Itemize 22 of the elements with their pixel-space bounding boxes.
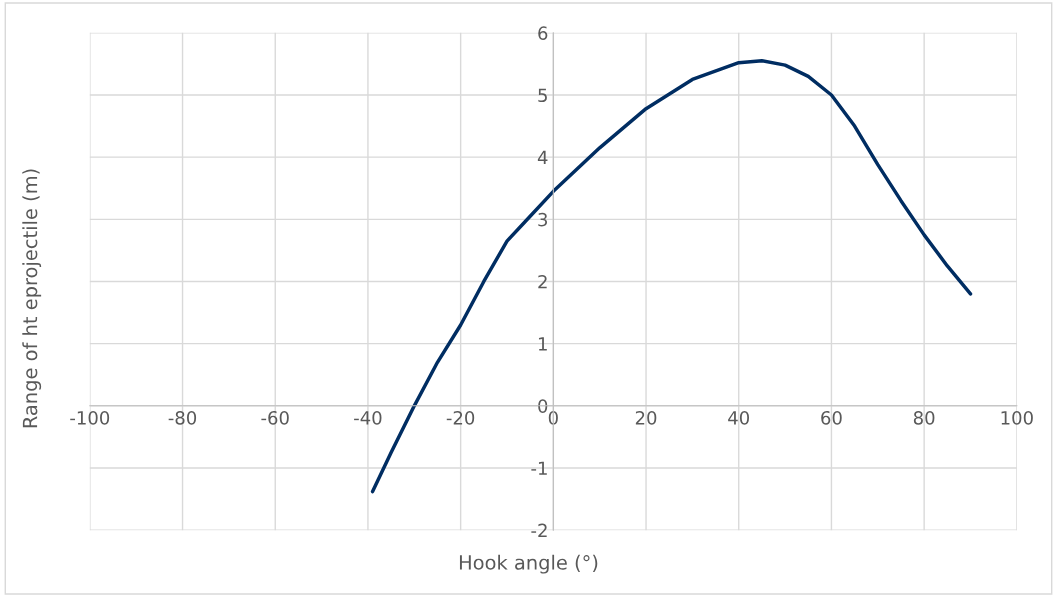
x-axis-title: Hook angle (°) — [459, 554, 598, 574]
y-tick-label: 3 — [538, 212, 548, 227]
y-tick-label: -2 — [531, 523, 547, 537]
y-tick-label: 0 — [538, 399, 548, 413]
x-tick-label: -60 — [261, 410, 289, 425]
y-tick-label: 1 — [538, 337, 547, 351]
x-tick-label: -100 — [70, 410, 110, 425]
y-tick-label: -1 — [531, 461, 547, 475]
x-tick-label: 40 — [728, 410, 750, 425]
y-tick-label: 5 — [538, 88, 547, 103]
x-tick-label: 80 — [913, 410, 935, 425]
x-tick-label: 0 — [548, 410, 558, 425]
x-tick-label: -20 — [446, 410, 475, 425]
x-tick-label: -40 — [354, 410, 382, 425]
y-tick-label: 2 — [538, 274, 547, 289]
x-tick-label: -80 — [168, 410, 197, 425]
y-tick-label: 4 — [537, 150, 548, 165]
x-tick-label: 60 — [821, 410, 842, 425]
y-axis-title: Range of ht eprojectile (m) — [22, 169, 42, 428]
x-tick-label: 20 — [635, 410, 657, 425]
y-tick-label: 6 — [538, 26, 548, 40]
x-tick-label: 100 — [1001, 410, 1033, 425]
